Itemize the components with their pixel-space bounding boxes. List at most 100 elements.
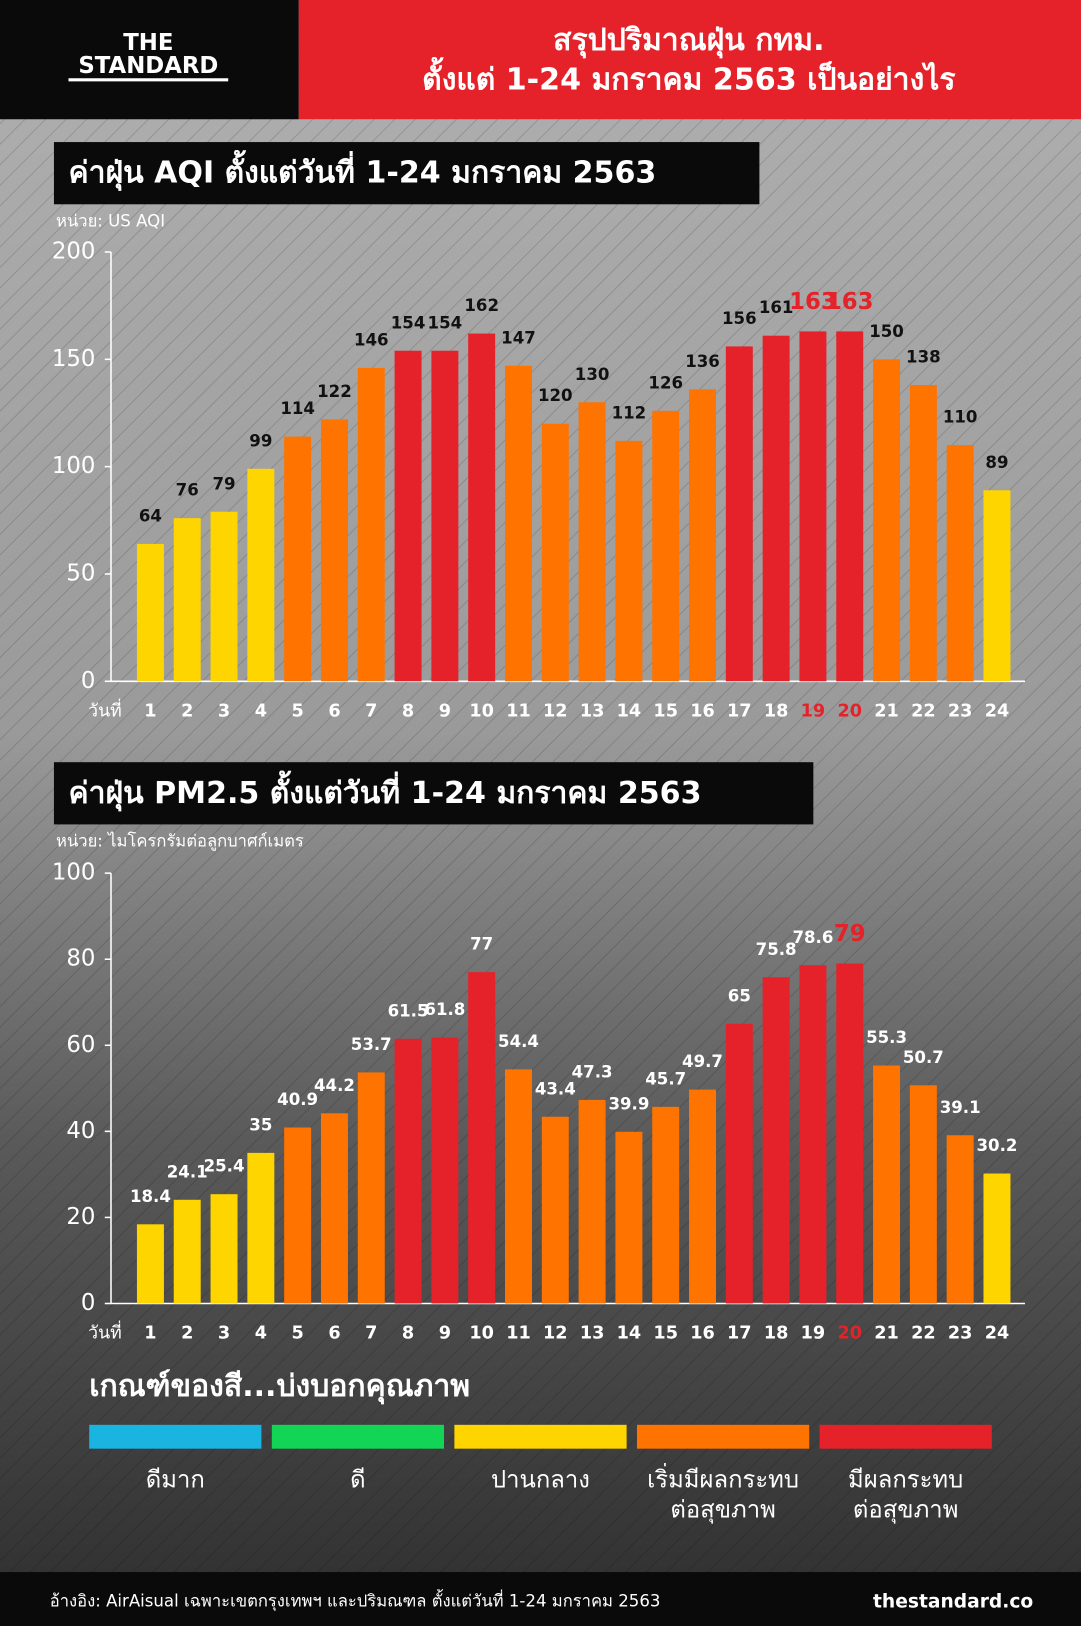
value-label: 78.6 (792, 928, 833, 947)
value-label: 49.7 (682, 1052, 723, 1071)
unit-label: หน่วย: US AQI (56, 211, 165, 230)
x-tick-label: 11 (506, 701, 531, 721)
value-label: 138 (906, 348, 941, 367)
bar (541, 423, 569, 682)
x-tick-label: 15 (653, 701, 678, 721)
bar (320, 1113, 348, 1304)
bar (431, 350, 459, 682)
bar (468, 333, 496, 682)
x-tick-label: 13 (580, 701, 605, 721)
y-tick-label: 0 (81, 1290, 96, 1316)
bar (136, 543, 164, 682)
bar (394, 350, 422, 682)
x-tick-label: 12 (543, 1324, 568, 1344)
x-tick-label: 3 (218, 1324, 230, 1344)
value-label: 89 (985, 453, 1008, 472)
value-label: 47.3 (572, 1062, 613, 1081)
bar (247, 1152, 275, 1304)
x-tick-label: 16 (690, 1324, 715, 1344)
bar (247, 468, 275, 682)
value-label: 76 (176, 481, 199, 500)
bar (505, 365, 532, 682)
value-label: 61.5 (388, 1001, 429, 1020)
value-label: 162 (464, 296, 499, 315)
legend-label: มีผลกระทบ (848, 1465, 963, 1493)
x-tick-label: 24 (985, 701, 1010, 721)
y-tick-label: 200 (52, 238, 96, 264)
bar (762, 335, 790, 682)
value-label: 65 (728, 986, 751, 1005)
value-label: 99 (249, 431, 272, 450)
x-tick-label: 5 (292, 1324, 304, 1344)
x-tick-label: 17 (727, 701, 752, 721)
value-label: 79 (834, 921, 866, 947)
legend-swatch (271, 1424, 445, 1449)
x-tick-label: 6 (328, 701, 340, 721)
value-label: 24.1 (167, 1162, 208, 1181)
bar (689, 1089, 717, 1304)
legend-label: เริ่มมีผลกระทบ (647, 1462, 799, 1493)
y-tick-label: 0 (81, 668, 96, 694)
value-label: 53.7 (351, 1035, 392, 1054)
bar (725, 346, 753, 682)
bar (615, 1131, 643, 1304)
footer-bar (0, 1572, 1081, 1626)
bar (689, 389, 717, 682)
chart-title-box (53, 142, 760, 205)
y-tick-label: 100 (52, 453, 96, 479)
value-label: 35 (249, 1115, 272, 1134)
bar (578, 1099, 606, 1304)
value-label: 114 (280, 399, 315, 418)
x-tick-label: 8 (402, 1324, 414, 1344)
value-label: 43.4 (535, 1079, 576, 1098)
bar (210, 1194, 238, 1304)
value-label: 39.9 (608, 1094, 649, 1113)
y-tick-label: 80 (66, 946, 95, 972)
legend-label: ต่อสุขภาพ (853, 1495, 959, 1523)
source: อ้างอิง: AirAisual เฉพาะเขตกรุงเทพฯ และป… (50, 1589, 661, 1612)
bar (836, 331, 864, 682)
x-tick-label: 22 (911, 701, 936, 721)
value-label: 154 (428, 313, 463, 332)
bar (615, 440, 643, 682)
legend-label: ดี (350, 1465, 366, 1493)
bar (836, 963, 864, 1304)
value-label: 112 (612, 403, 647, 422)
y-tick-label: 60 (66, 1032, 95, 1058)
y-tick-label: 50 (66, 560, 95, 586)
x-tick-label: 10 (469, 701, 494, 721)
x-tick-label: 13 (580, 1324, 605, 1344)
legend-swatch (819, 1424, 992, 1449)
x-tick-label: 9 (439, 1324, 451, 1344)
x-tick-label: 12 (543, 701, 568, 721)
bar (725, 1023, 753, 1304)
chart-title-box (53, 762, 814, 825)
legend-swatch (89, 1424, 262, 1449)
x-tick-label: 21 (874, 701, 899, 721)
x-tick-label: 14 (617, 701, 642, 721)
chart-title: ค่าฝุ่น PM2.5 ตั้งแต่วันที่ 1-24 มกราคม … (68, 770, 701, 812)
x-tick-label: 2 (181, 701, 193, 721)
value-label: 75.8 (756, 940, 797, 959)
bar (762, 977, 790, 1304)
value-label: 55.3 (866, 1028, 907, 1047)
value-label: 61.8 (424, 1000, 465, 1019)
x-tick-label: 16 (690, 701, 715, 721)
y-tick-label: 20 (66, 1204, 95, 1230)
legend-swatch (454, 1424, 627, 1449)
value-label: 30.2 (977, 1136, 1018, 1155)
x-tick-label: 9 (439, 701, 451, 721)
x-tick-label: 20 (837, 701, 862, 721)
x-tick-label: 1 (144, 701, 156, 721)
x-tick-label: 6 (328, 1324, 340, 1344)
bar (394, 1038, 422, 1304)
value-label: 54.4 (498, 1032, 539, 1051)
bar (468, 972, 496, 1304)
bar (799, 965, 827, 1304)
value-label: 44.2 (314, 1076, 355, 1095)
x-tick-label: 17 (727, 1324, 752, 1344)
y-tick-label: 40 (66, 1118, 95, 1144)
bar (173, 518, 201, 682)
value-label: 150 (869, 322, 904, 341)
